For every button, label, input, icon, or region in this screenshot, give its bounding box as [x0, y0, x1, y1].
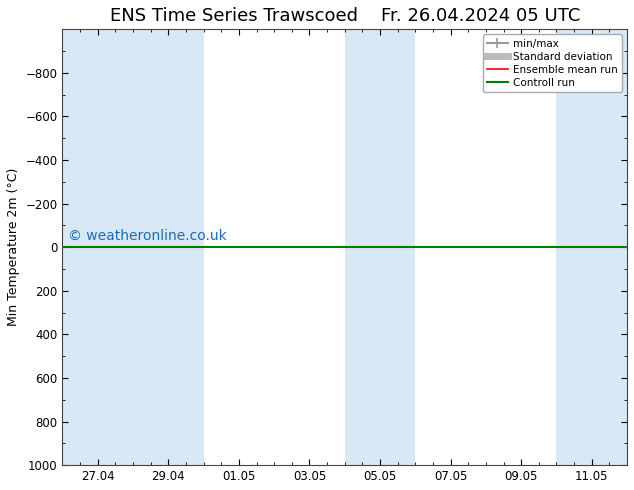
Bar: [133, 29, 204, 465]
Y-axis label: Min Temperature 2m (°C): Min Temperature 2m (°C): [7, 168, 20, 326]
Text: © weatheronline.co.uk: © weatheronline.co.uk: [68, 229, 227, 243]
Bar: [63, 29, 133, 465]
Bar: [557, 29, 627, 465]
Bar: [345, 29, 415, 465]
Title: ENS Time Series Trawscoed    Fr. 26.04.2024 05 UTC: ENS Time Series Trawscoed Fr. 26.04.2024…: [110, 7, 580, 25]
Legend: min/max, Standard deviation, Ensemble mean run, Controll run: min/max, Standard deviation, Ensemble me…: [482, 34, 622, 92]
